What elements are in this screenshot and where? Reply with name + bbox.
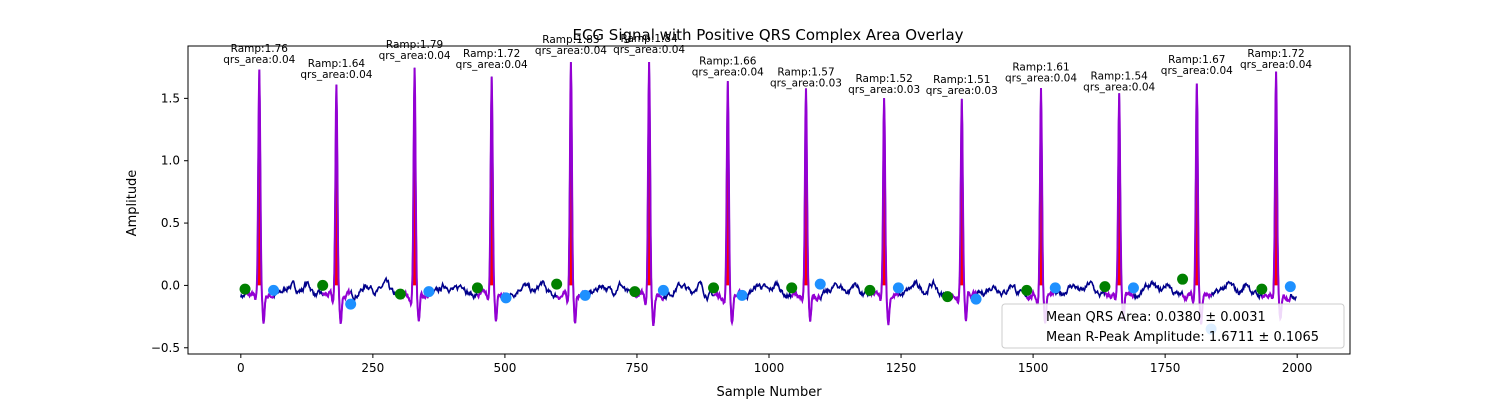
qrs-onset-marker <box>1099 281 1111 293</box>
qrs-onset-marker <box>239 283 251 295</box>
x-axis: 0 250 500 750 1000 1250 1500 1750 2000 <box>237 354 1312 375</box>
qrs-onset-marker <box>786 282 798 294</box>
qrs-segment-line <box>1104 93 1135 321</box>
qrs-segment-line <box>321 84 352 324</box>
y-tick-label: 0.0 <box>161 278 180 292</box>
chart-title: ECG Signal with Positive QRS Complex Are… <box>572 26 963 44</box>
qrs-onset-marker <box>471 282 483 294</box>
peak-label-ramp: Ramp:1.83 <box>542 34 599 46</box>
qrs-offset-marker <box>1127 282 1139 294</box>
x-tick-label: 1750 <box>1150 361 1181 375</box>
y-tick-label: 1.5 <box>161 91 180 105</box>
qrs-onset-marker <box>1256 283 1268 295</box>
qrs-onset-marker <box>317 279 329 291</box>
x-tick-label: 2000 <box>1282 361 1313 375</box>
peak-label-qrs-area: qrs_area:0.04 <box>692 66 764 78</box>
peak-label-qrs-area: qrs_area:0.04 <box>379 50 451 62</box>
peak-label-qrs-area: qrs_area:0.03 <box>770 78 842 90</box>
peak-label-ramp: Ramp:1.67 <box>1168 54 1225 66</box>
qrs-onset-marker <box>1177 273 1189 285</box>
peak-label-qrs-area: qrs_area:0.04 <box>613 44 685 56</box>
y-tick-label: −0.5 <box>151 341 180 355</box>
qrs-onset-marker <box>394 288 406 300</box>
peak-label-qrs-area: qrs_area:0.03 <box>848 84 920 96</box>
peak-label-ramp: Ramp:1.84 <box>620 33 678 45</box>
qrs-onset-marker <box>864 284 876 296</box>
qrs-offset-marker <box>579 289 591 301</box>
peak-label-ramp: Ramp:1.61 <box>1012 62 1069 74</box>
x-axis-label: Sample Number <box>716 385 822 400</box>
qrs-segment-line <box>244 69 275 324</box>
qrs-segment-line <box>1181 83 1213 325</box>
qrs-onset-marker <box>1021 284 1033 296</box>
x-tick-label: 250 <box>361 361 384 375</box>
y-tick-label: 0.5 <box>161 216 180 230</box>
qrs-offset-marker <box>345 298 357 310</box>
qrs-offset-marker <box>500 292 512 304</box>
y-axis: −0.5 0.0 0.5 1.0 1.5 <box>151 91 188 355</box>
peak-label-ramp: Ramp:1.79 <box>386 39 443 51</box>
legend-entry-qrs-area: Mean QRS Area: 0.0380 ± 0.0031 <box>1046 310 1266 325</box>
x-tick-label: 1000 <box>754 361 785 375</box>
peak-label-ramp: Ramp:1.72 <box>1247 48 1304 60</box>
peak-label-qrs-area: qrs_area:0.03 <box>926 85 998 97</box>
qrs-offset-marker <box>1284 281 1296 293</box>
peak-label-qrs-area: qrs_area:0.04 <box>535 45 607 57</box>
qrs-offset-marker <box>1049 282 1061 294</box>
x-tick-label: 750 <box>626 361 649 375</box>
peak-label-qrs-area: qrs_area:0.04 <box>1161 65 1233 77</box>
qrs-offset-marker <box>657 284 669 296</box>
qrs-offset-marker <box>423 286 435 298</box>
peak-label-ramp: Ramp:1.66 <box>699 55 757 67</box>
qrs-onset-marker <box>942 291 954 303</box>
y-tick-label: 1.0 <box>161 154 180 168</box>
qrs-offset-marker <box>970 293 982 305</box>
qrs-offset-marker <box>892 282 904 294</box>
x-tick-label: 1500 <box>1018 361 1049 375</box>
qrs-offset-marker <box>736 289 748 301</box>
qrs-segment-line <box>476 76 507 322</box>
qrs-segment-line <box>869 98 900 326</box>
peak-label-qrs-area: qrs_area:0.04 <box>223 54 295 66</box>
qrs-onset-marker <box>551 278 563 290</box>
qrs-offset-marker <box>814 278 826 290</box>
peak-label-ramp: Ramp:1.54 <box>1091 70 1149 82</box>
qrs-segment-line <box>790 88 821 322</box>
x-tick-label: 1250 <box>886 361 917 375</box>
peak-label-ramp: Ramp:1.57 <box>777 67 834 79</box>
peak-label-qrs-area: qrs_area:0.04 <box>1005 73 1077 85</box>
peak-label-ramp: Ramp:1.52 <box>855 73 912 85</box>
peak-label-ramp: Ramp:1.72 <box>463 48 520 60</box>
peak-label-qrs-area: qrs_area:0.04 <box>456 59 528 71</box>
qrs-onset-marker <box>708 282 720 294</box>
peak-label-qrs-area: qrs_area:0.04 <box>1240 59 1312 71</box>
peak-label-qrs-area: qrs_area:0.04 <box>1083 81 1155 93</box>
y-axis-label: Amplitude <box>125 170 140 237</box>
plot-background <box>188 46 1350 354</box>
peak-label-ramp: Ramp:1.64 <box>308 58 366 70</box>
marker-layer <box>239 273 1296 335</box>
peak-label-ramp: Ramp:1.51 <box>933 74 990 86</box>
legend-box <box>1001 303 1345 349</box>
qrs-segment-line <box>1025 87 1057 324</box>
qrs-offset-marker <box>268 284 280 296</box>
qrs-onset-marker <box>629 286 641 298</box>
legend: Mean QRS Area: 0.0380 ± 0.0031 Mean R-Pe… <box>1001 303 1345 349</box>
peak-label-qrs-area: qrs_area:0.04 <box>300 69 372 81</box>
qrs-segment-line <box>1260 71 1292 322</box>
x-tick-label: 500 <box>493 361 516 375</box>
series-layer <box>240 61 1297 327</box>
x-tick-label: 0 <box>237 361 245 375</box>
legend-entry-r-peak: Mean R-Peak Amplitude: 1.6711 ± 0.1065 <box>1046 330 1319 345</box>
